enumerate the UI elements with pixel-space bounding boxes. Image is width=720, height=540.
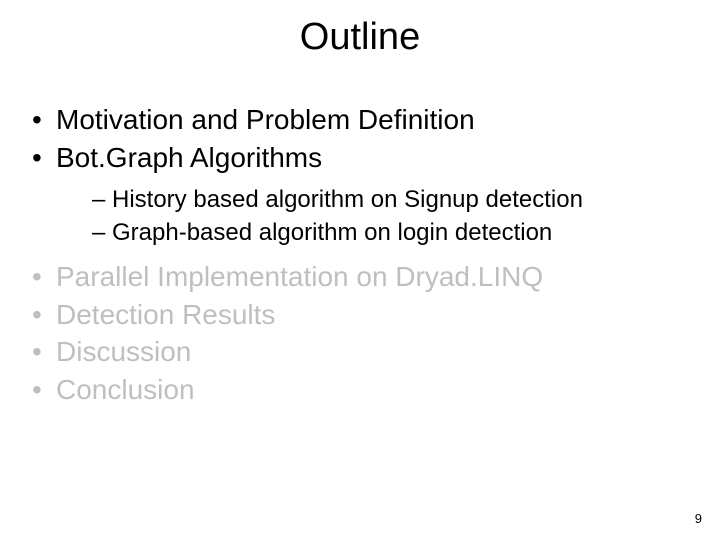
bullet-text: Bot.Graph Algorithms bbox=[56, 142, 322, 173]
bullet-item: Conclusion bbox=[28, 371, 692, 409]
bullet-text: Motivation and Problem Definition bbox=[56, 104, 475, 135]
bullet-item: Motivation and Problem Definition bbox=[28, 101, 692, 139]
sub-bullet-item: History based algorithm on Signup detect… bbox=[92, 183, 692, 217]
bullet-item: Bot.Graph Algorithms History based algor… bbox=[28, 139, 692, 258]
bullet-item: Discussion bbox=[28, 333, 692, 371]
bullet-text: Conclusion bbox=[56, 374, 195, 405]
bullet-item: Parallel Implementation on Dryad.LINQ bbox=[28, 258, 692, 296]
slide-title: Outline bbox=[0, 0, 720, 67]
sub-bullet-text: History based algorithm on Signup detect… bbox=[112, 186, 583, 213]
bullet-text: Parallel Implementation on Dryad.LINQ bbox=[56, 261, 543, 292]
slide-content: Motivation and Problem Definition Bot.Gr… bbox=[0, 67, 720, 409]
bullet-text: Detection Results bbox=[56, 299, 275, 330]
sub-bullet-list: History based algorithm on Signup detect… bbox=[56, 177, 692, 258]
sub-bullet-text: Graph-based algorithm on login detection bbox=[112, 219, 552, 246]
sub-bullet-item: Graph-based algorithm on login detection bbox=[92, 216, 692, 250]
bullet-item: Detection Results bbox=[28, 296, 692, 334]
bullet-list: Motivation and Problem Definition Bot.Gr… bbox=[28, 101, 692, 409]
slide: Outline Motivation and Problem Definitio… bbox=[0, 0, 720, 540]
page-number: 9 bbox=[695, 511, 702, 526]
bullet-text: Discussion bbox=[56, 336, 191, 367]
